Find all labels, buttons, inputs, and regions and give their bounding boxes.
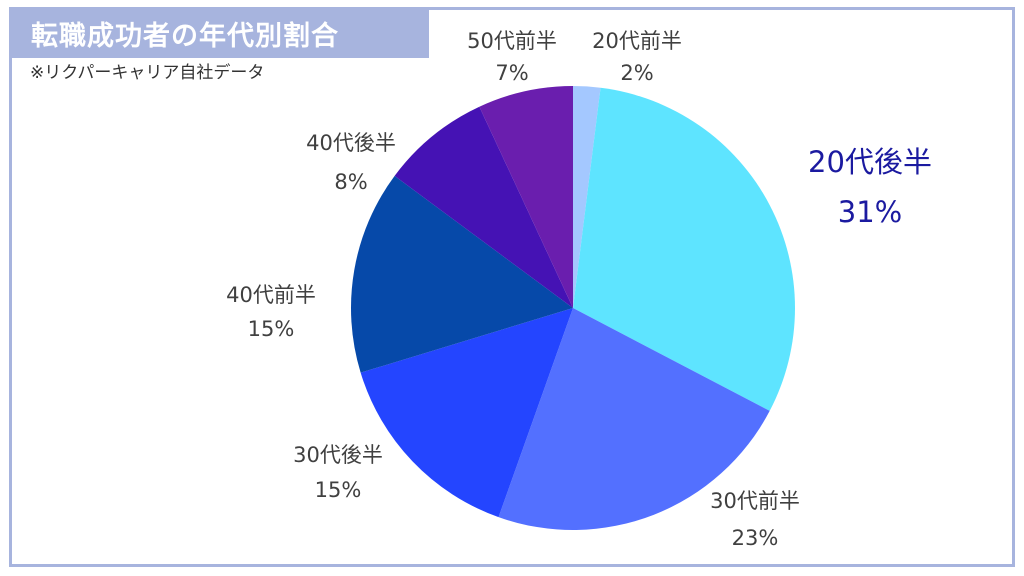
pie-slice-2 (573, 87, 795, 411)
slice-label-4: 30代後半 (293, 443, 383, 467)
title-banner: 転職成功者の年代別割合 (9, 7, 429, 58)
chart-title: 転職成功者の年代別割合 (31, 21, 339, 52)
slice-label-5: 40代前半 (226, 283, 316, 307)
slice-label-2: 20代後半 (808, 145, 932, 179)
pie-slice-1 (573, 86, 601, 308)
slice-value-label-3: 23% (732, 526, 779, 550)
slice-value-label-1: 2% (620, 61, 653, 85)
pie-slice-7 (479, 86, 573, 308)
slice-value-label-2: 31% (838, 195, 902, 229)
chart-subtitle: ※リクパーキャリア自社データ (30, 63, 265, 83)
slice-value-label-7: 7% (495, 61, 528, 85)
slice-label-7: 50代前半 (467, 29, 557, 53)
slice-label-3: 30代前半 (710, 489, 800, 513)
pie-slice-4 (360, 308, 573, 518)
slice-label-1: 20代前半 (592, 29, 682, 53)
pie-slice-3 (498, 308, 770, 530)
pie-slices (350, 86, 795, 530)
slice-value-label-4: 15% (315, 478, 362, 502)
pie-slice-5 (350, 175, 573, 373)
slice-label-6: 40代後半 (306, 131, 396, 155)
pie-slice-6 (394, 106, 573, 308)
pie-labels: 20代前半 2% 20代後半 31% 30代前半 23% 30代後半 15% 40代前半 15% 4… (226, 29, 932, 550)
slice-value-label-6: 8% (334, 170, 367, 194)
slice-value-label-5: 15% (248, 317, 295, 341)
